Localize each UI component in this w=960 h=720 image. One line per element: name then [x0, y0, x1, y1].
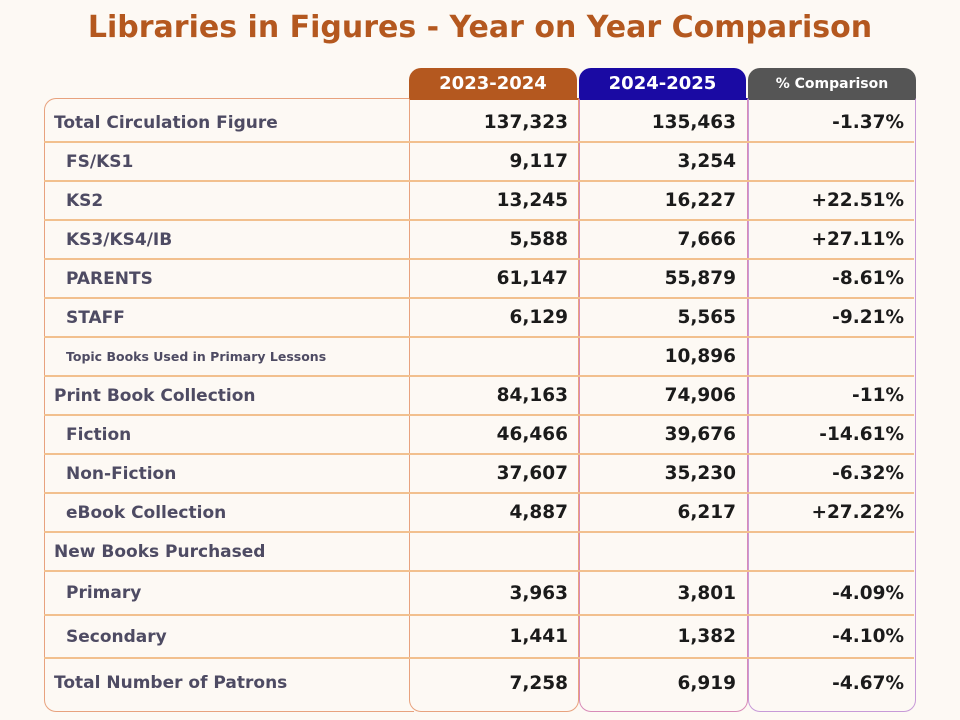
- value-comparison: +27.22%: [811, 502, 904, 523]
- value-comparison: -4.10%: [832, 626, 904, 647]
- table-row-secondary: Secondary 1,441 1,382 -4.10%: [44, 616, 914, 659]
- column-2024-2025-panel: [579, 98, 748, 712]
- row-label: KS3/KS4/IB: [66, 229, 173, 250]
- value-2024-2025: [584, 533, 736, 570]
- value-2024-2025: 7,666: [677, 229, 736, 250]
- value-comparison: -6.32%: [832, 463, 904, 484]
- value-comparison: -1.37%: [832, 112, 904, 133]
- value-2023-2024: 1,441: [509, 626, 568, 647]
- value-2024-2025: 3,801: [677, 582, 736, 604]
- value-comparison: [752, 338, 904, 375]
- column-2023-2024-panel: [409, 98, 579, 712]
- value-2023-2024: 6,129: [509, 307, 568, 328]
- table-row-fiction: Fiction 46,466 39,676 -14.61%: [44, 416, 914, 455]
- value-2024-2025: 55,879: [664, 268, 736, 289]
- value-2024-2025: 5,565: [677, 307, 736, 328]
- value-2023-2024: [414, 533, 568, 570]
- table-row-primary: Primary 3,963 3,801 -4.09%: [44, 572, 914, 616]
- value-comparison: +27.11%: [811, 229, 904, 250]
- row-label: Total Circulation Figure: [54, 112, 278, 133]
- figures-table: Total Circulation Figure 137,323 135,463…: [44, 104, 914, 707]
- row-label: Non-Fiction: [66, 463, 177, 484]
- value-comparison: -8.61%: [832, 268, 904, 289]
- value-comparison: -14.61%: [819, 424, 904, 445]
- value-2023-2024: 84,163: [496, 385, 568, 406]
- value-2023-2024: 7,258: [509, 672, 568, 694]
- value-2024-2025: 16,227: [664, 190, 736, 211]
- value-comparison: -4.09%: [832, 582, 904, 604]
- table-row-staff: STAFF 6,129 5,565 -9.21%: [44, 299, 914, 338]
- table-row-non-fiction: Non-Fiction 37,607 35,230 -6.32%: [44, 455, 914, 494]
- value-2024-2025: 35,230: [664, 463, 736, 484]
- value-2024-2025: 10,896: [664, 346, 736, 367]
- value-2024-2025: 74,906: [664, 385, 736, 406]
- row-label: KS2: [66, 190, 104, 211]
- row-label: New Books Purchased: [54, 541, 266, 562]
- row-label: eBook Collection: [66, 502, 227, 523]
- row-label: Print Book Collection: [54, 385, 256, 406]
- value-comparison: +22.51%: [811, 190, 904, 211]
- row-label: Secondary: [66, 626, 167, 647]
- row-label: Topic Books Used in Primary Lessons: [66, 349, 327, 364]
- value-2023-2024: 3,963: [509, 582, 568, 604]
- table-row-new-books-purchased: New Books Purchased: [44, 533, 914, 572]
- value-comparison: [752, 143, 904, 180]
- column-header-comparison: % Comparison: [748, 68, 916, 100]
- table-row-ebook-collection: eBook Collection 4,887 6,217 +27.22%: [44, 494, 914, 533]
- table-row-ks2: KS2 13,245 16,227 +22.51%: [44, 182, 914, 221]
- value-2024-2025: 3,254: [677, 151, 736, 172]
- value-comparison: -9.21%: [832, 307, 904, 328]
- labels-panel: [44, 98, 414, 712]
- value-2023-2024: 5,588: [509, 229, 568, 250]
- value-2023-2024: 61,147: [496, 268, 568, 289]
- table-row-total-patrons: Total Number of Patrons 7,258 6,919 -4.6…: [44, 659, 914, 707]
- value-2023-2024: [414, 338, 568, 375]
- row-label: STAFF: [66, 307, 125, 328]
- value-2023-2024: 9,117: [509, 151, 568, 172]
- row-label: FS/KS1: [66, 151, 134, 172]
- column-comparison-panel: [748, 98, 916, 712]
- column-header-2024-2025: 2024-2025: [579, 68, 746, 100]
- value-2023-2024: 46,466: [496, 424, 568, 445]
- value-comparison: [752, 533, 904, 570]
- value-2024-2025: 6,919: [677, 672, 736, 694]
- table-row-parents: PARENTS 61,147 55,879 -8.61%: [44, 260, 914, 299]
- value-comparison: -4.67%: [832, 672, 904, 694]
- value-2024-2025: 1,382: [677, 626, 736, 647]
- table-row-ks3-ks4-ib: KS3/KS4/IB 5,588 7,666 +27.11%: [44, 221, 914, 260]
- page-title: Libraries in Figures - Year on Year Comp…: [87, 10, 873, 45]
- table-row-total-circulation: Total Circulation Figure 137,323 135,463…: [44, 104, 914, 143]
- value-2023-2024: 13,245: [496, 190, 568, 211]
- row-label: Total Number of Patrons: [54, 673, 288, 693]
- table-row-topic-books: Topic Books Used in Primary Lessons 10,8…: [44, 338, 914, 377]
- table-row-fs-ks1: FS/KS1 9,117 3,254: [44, 143, 914, 182]
- value-2024-2025: 39,676: [664, 424, 736, 445]
- column-header-2023-2024: 2023-2024: [409, 68, 577, 100]
- row-label: Fiction: [66, 424, 132, 445]
- value-2024-2025: 135,463: [651, 112, 736, 133]
- value-comparison: -11%: [852, 385, 904, 406]
- row-label: PARENTS: [66, 268, 153, 289]
- value-2023-2024: 4,887: [509, 502, 568, 523]
- value-2024-2025: 6,217: [677, 502, 736, 523]
- table-row-print-book-collection: Print Book Collection 84,163 74,906 -11%: [44, 377, 914, 416]
- row-label: Primary: [66, 583, 142, 603]
- value-2023-2024: 137,323: [483, 112, 568, 133]
- value-2023-2024: 37,607: [496, 463, 568, 484]
